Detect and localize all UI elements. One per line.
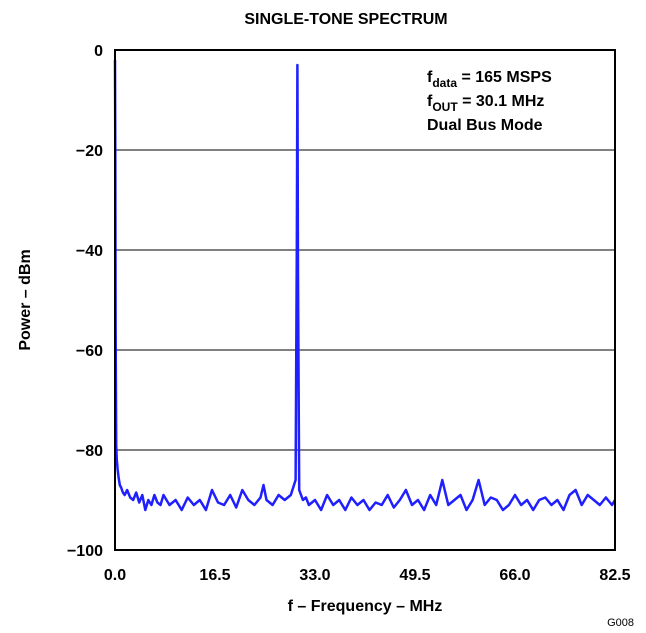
x-tick-label: 33.0 (299, 567, 330, 584)
y-tick-label: −80 (76, 443, 103, 460)
annotation-block: fdata = 165 MSPS fOUT = 30.1 MHz Dual Bus … (427, 69, 552, 134)
x-tick-label: 16.5 (199, 567, 230, 584)
y-tick-label: −60 (76, 343, 103, 360)
x-axis-ticks: 0.0 16.5 33.0 49.5 66.0 82.5 (104, 567, 631, 584)
x-tick-label: 66.0 (499, 567, 530, 584)
x-tick-label: 82.5 (599, 567, 630, 584)
spectrum-line (113, 59, 617, 512)
chart-title: SINGLE-TONE SPECTRUM (244, 11, 447, 28)
y-tick-label: −20 (76, 143, 103, 160)
x-tick-label: 0.0 (104, 567, 126, 584)
annotation-line: fOUT = 30.1 MHz (427, 93, 544, 114)
annotation-line: fdata = 165 MSPS (427, 69, 552, 90)
x-axis-label: f – Frequency – MHz (288, 598, 443, 615)
y-tick-label: −100 (67, 543, 103, 560)
annotation-line: Dual Bus Mode (427, 117, 543, 134)
y-tick-label: 0 (94, 43, 103, 60)
x-tick-label: 49.5 (399, 567, 430, 584)
figure-id: G008 (607, 617, 634, 629)
y-axis-label: Power – dBm (17, 249, 34, 350)
y-tick-label: −40 (76, 243, 103, 260)
y-axis-ticks: 0 −20 −40 −60 −80 −100 (67, 43, 103, 560)
plot-area-frame (114, 49, 616, 551)
grid-lines (115, 149, 615, 451)
